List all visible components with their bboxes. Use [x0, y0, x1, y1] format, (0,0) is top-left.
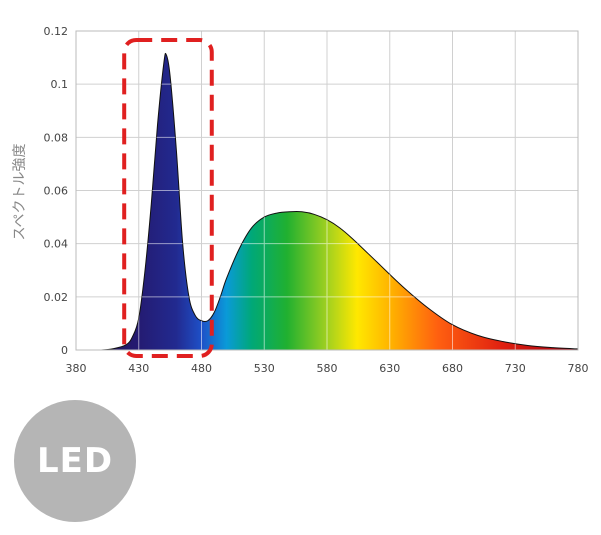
y-tick-label: 0.02 [44, 291, 69, 304]
x-axis-ticks: 380 430 480 530 580 630 680 730 780 [66, 362, 589, 375]
led-badge: LED [14, 400, 136, 522]
x-tick-label: 580 [317, 362, 338, 375]
x-tick-label: 730 [505, 362, 526, 375]
x-tick-label: 480 [191, 362, 212, 375]
y-tick-label: 0 [61, 344, 68, 357]
y-axis-ticks: 0 0.02 0.04 0.06 0.08 0.1 0.12 [44, 25, 69, 357]
x-tick-label: 680 [442, 362, 463, 375]
plot-frame [75, 30, 579, 351]
led-badge-label: LED [36, 441, 114, 481]
highlight-box [122, 38, 214, 358]
spectrum-chart: 0 0.02 0.04 0.06 0.08 0.1 0.12 380 430 480 530 580… [12, 25, 589, 375]
y-axis-label: スペクトル強度 [12, 143, 28, 240]
y-tick-label: 0.08 [44, 131, 69, 144]
y-tick-label: 0.06 [44, 185, 69, 198]
x-tick-label: 630 [379, 362, 400, 375]
y-tick-label: 0.04 [44, 238, 69, 251]
y-tick-label: 0.12 [44, 25, 69, 38]
y-tick-label: 0.1 [51, 78, 69, 91]
x-tick-label: 430 [128, 362, 149, 375]
x-tick-label: 780 [568, 362, 589, 375]
x-tick-label: 380 [66, 362, 87, 375]
x-tick-label: 530 [254, 362, 275, 375]
